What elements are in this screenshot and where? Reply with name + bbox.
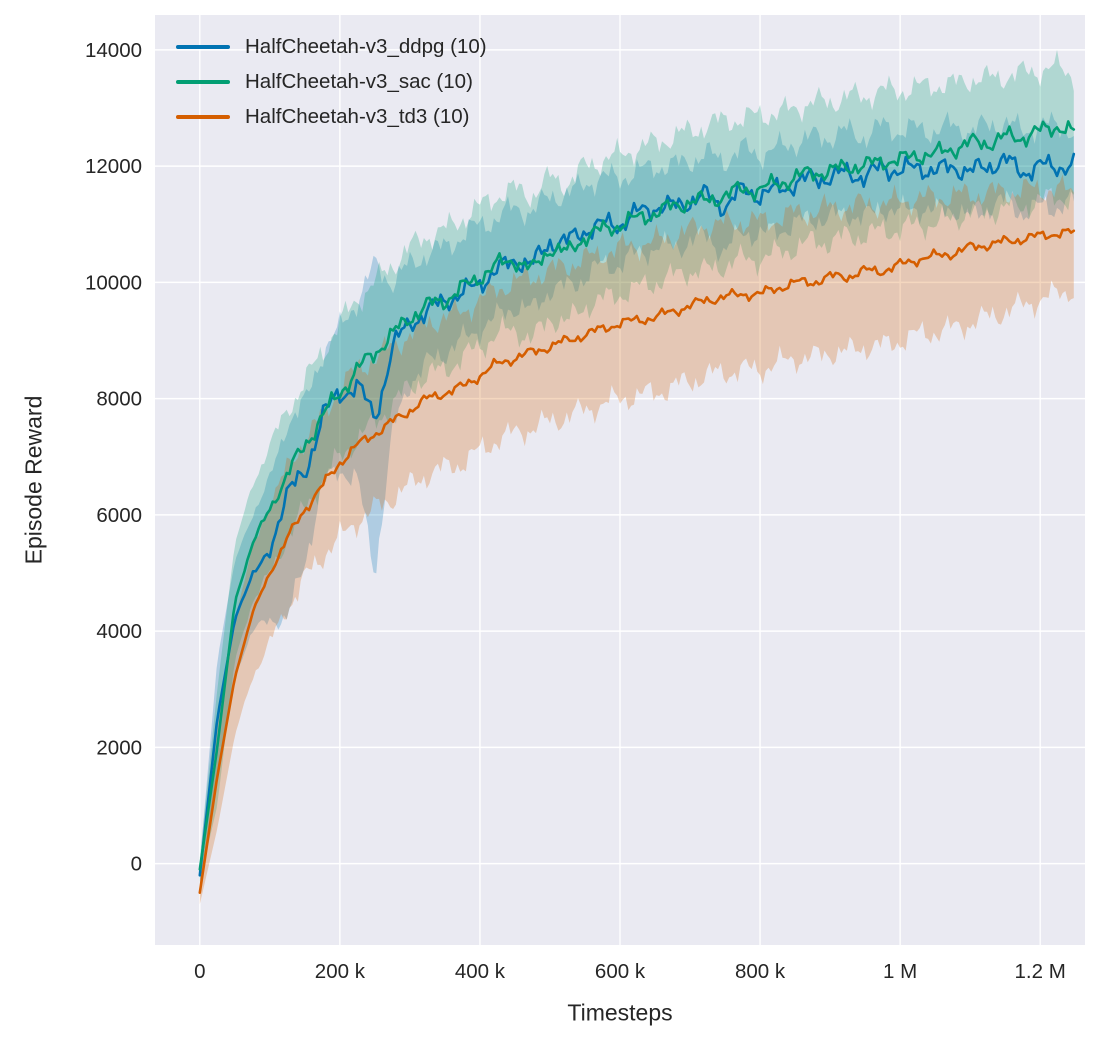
series-0-band (199, 111, 1074, 887)
legend-item-sac: HalfCheetah-v3_sac (10) (176, 64, 487, 99)
legend-item-td3: HalfCheetah-v3_td3 (10) (176, 99, 487, 134)
x-tick-label: 1 M (883, 960, 917, 983)
y-tick-label: 6000 (96, 504, 142, 527)
y-tick-label: 14000 (85, 39, 142, 62)
y-tick-label: 4000 (96, 620, 142, 643)
y-tick-label: 10000 (85, 271, 142, 294)
legend-label-ddpg: HalfCheetah-v3_ddpg (10) (245, 34, 487, 58)
x-axis-label: Timesteps (567, 999, 673, 1026)
y-tick-label: 2000 (96, 736, 142, 759)
x-tick-label: 0 (194, 960, 205, 983)
x-tick-label: 400 k (455, 960, 506, 983)
x-tick-label: 200 k (315, 960, 366, 983)
series-2-band (199, 174, 1074, 905)
legend-swatch-td3 (176, 114, 230, 119)
legend: HalfCheetah-v3_ddpg (10) HalfCheetah-v3_… (176, 29, 487, 134)
series-1-band (199, 49, 1074, 882)
gridlines (155, 15, 1085, 945)
x-tick-label: 800 k (735, 960, 786, 983)
series-1-line (198, 120, 1076, 871)
legend-swatch-sac (176, 79, 230, 84)
legend-label-sac: HalfCheetah-v3_sac (10) (245, 69, 473, 93)
y-tick-label: 12000 (85, 155, 142, 178)
legend-swatch-ddpg (176, 44, 230, 49)
legend-label-td3: HalfCheetah-v3_td3 (10) (245, 104, 470, 128)
legend-item-ddpg: HalfCheetah-v3_ddpg (10) (176, 29, 487, 64)
series-0-line (198, 152, 1076, 877)
series-2-line (198, 227, 1076, 894)
x-tick-label: 600 k (595, 960, 646, 983)
y-axis-label: Episode Reward (20, 395, 47, 565)
y-tick-label: 8000 (96, 388, 142, 411)
y-tick-label: 0 (131, 853, 142, 876)
x-tick-label: 1.2 M (1015, 960, 1066, 983)
